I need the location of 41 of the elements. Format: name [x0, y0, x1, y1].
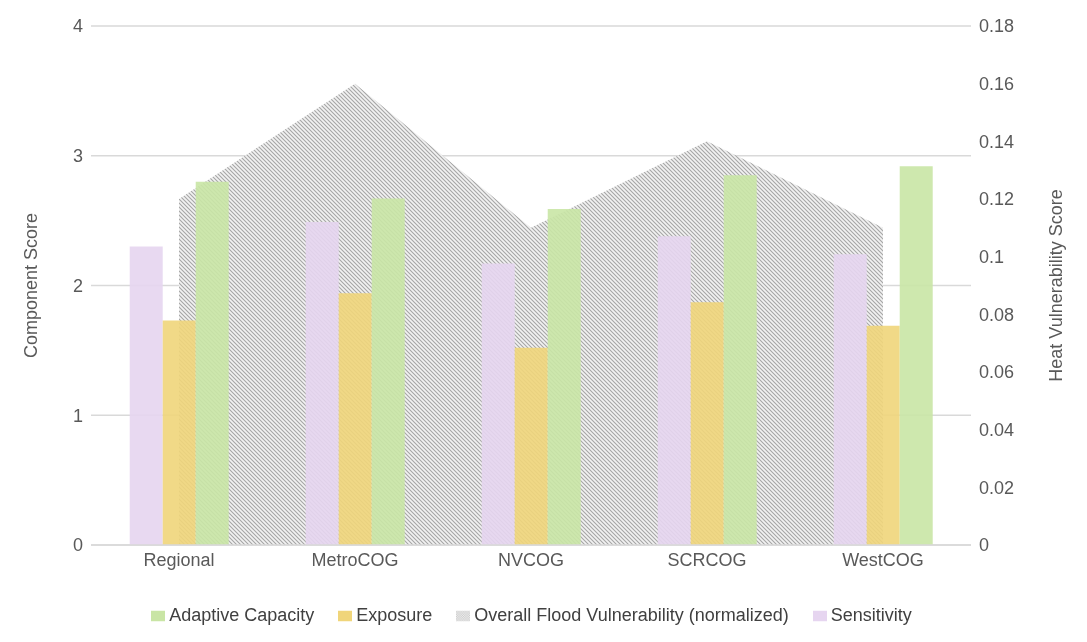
x-tick-label: NVCOG	[497, 549, 565, 570]
y2-tick-label: 0.02	[979, 477, 1015, 498]
bar	[481, 263, 515, 545]
bar	[305, 221, 339, 545]
x-tick-label: Regional	[143, 549, 215, 570]
bar	[833, 254, 867, 545]
bar	[162, 320, 196, 545]
y2-tick-label: 0.04	[979, 420, 1015, 441]
y2-tick-label: 0.1	[979, 247, 1005, 268]
bar	[690, 302, 724, 545]
x-tick-label: SCRCOG	[667, 549, 747, 570]
bar	[129, 246, 163, 545]
bar	[371, 198, 405, 545]
bar	[899, 166, 933, 545]
bar	[657, 236, 691, 545]
y2-tick-label: 0.06	[979, 362, 1015, 383]
legend-label: Exposure	[356, 605, 433, 625]
y-tick-label: 3	[72, 146, 83, 167]
bar	[723, 175, 757, 545]
y2-axis-title: Heat Vulnerability Score	[1046, 189, 1067, 382]
y2-tick-label: 0.08	[979, 304, 1015, 325]
bar	[195, 181, 229, 545]
y2-tick-label: 0.12	[979, 189, 1015, 210]
bar	[338, 293, 372, 545]
y-tick-label: 4	[72, 16, 83, 37]
y-axis-title: Component Score	[21, 212, 42, 359]
x-tick-label: WestCOG	[842, 549, 924, 570]
y2-tick-label: 0.14	[979, 131, 1015, 152]
y-tick-label: 2	[72, 275, 83, 296]
y-tick-label: 0	[72, 535, 83, 556]
legend-label: Adaptive Capacity	[169, 605, 315, 625]
bar	[866, 325, 900, 545]
bar	[514, 347, 548, 545]
x-tick-label: MetroCOG	[311, 549, 399, 570]
y2-tick-label: 0.16	[979, 74, 1015, 95]
y2-tick-label: 0	[979, 535, 990, 556]
legend-label: Sensitivity	[830, 605, 912, 625]
legend-label: Overall Flood Vulnerability (normalized)	[474, 605, 789, 625]
y-tick-label: 1	[72, 405, 83, 426]
bar	[547, 208, 581, 545]
y2-tick-label: 0.18	[979, 16, 1015, 37]
